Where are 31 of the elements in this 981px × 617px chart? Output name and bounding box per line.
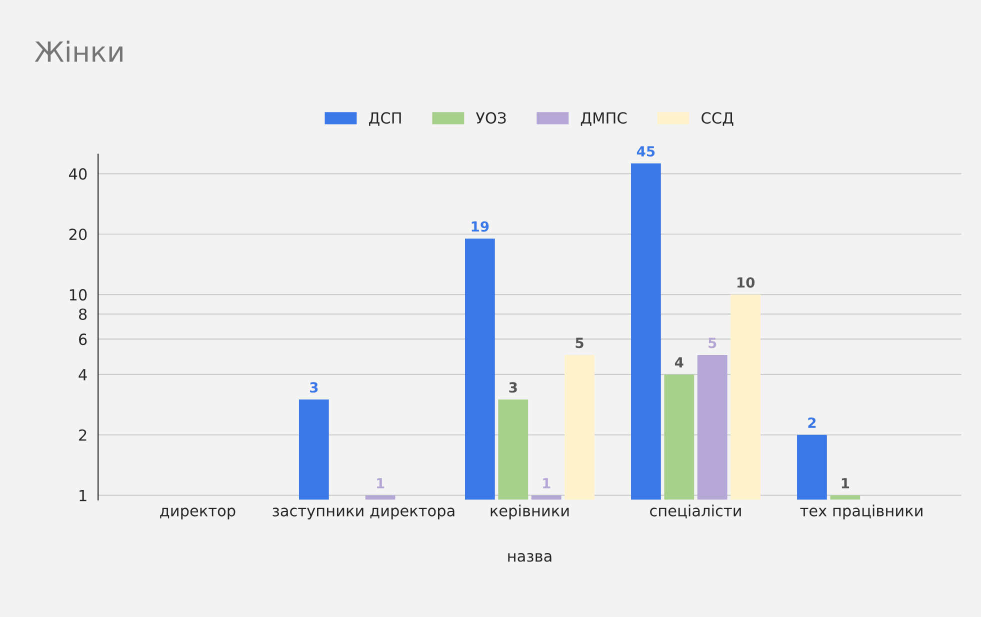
data-label: 3: [310, 382, 318, 393]
x-tick-label: заступники директора: [272, 508, 454, 520]
data-label: 5: [708, 338, 716, 348]
legend-label: ССД: [702, 112, 734, 126]
x-axis-title: назва: [508, 553, 552, 562]
y-tick-label: 40: [68, 168, 87, 180]
x-tick-label: керівники: [490, 504, 569, 520]
data-label: 10: [737, 277, 755, 288]
chart-title: Жінки: [34, 40, 122, 62]
data-label: 3: [509, 382, 517, 393]
y-tick-label: 6: [79, 334, 87, 346]
y-tick-label: 8: [79, 308, 87, 320]
y-tick-label: 1: [80, 490, 86, 502]
legend-label: ДМПС: [580, 112, 627, 126]
y-tick-label: 10: [70, 289, 87, 301]
y-tick-label: 2: [79, 429, 86, 441]
data-label: 45: [636, 146, 655, 157]
y-tick-label: 20: [69, 228, 87, 240]
legend-label: ДСП: [368, 112, 401, 126]
y-tick-label: 4: [78, 369, 87, 380]
data-label: 5: [576, 338, 584, 348]
data-label: 1: [377, 478, 384, 488]
data-label: 1: [842, 478, 850, 488]
data-label: 2: [808, 418, 816, 428]
x-tick-label: тех працівники: [800, 504, 922, 520]
data-label: 1: [543, 478, 550, 488]
legend-label: УОЗ: [476, 112, 506, 124]
data-label: 19: [472, 221, 489, 232]
data-label: 4: [674, 357, 684, 368]
x-tick-label: спеціалісти: [650, 504, 741, 518]
x-tick-label: директор: [160, 508, 236, 520]
